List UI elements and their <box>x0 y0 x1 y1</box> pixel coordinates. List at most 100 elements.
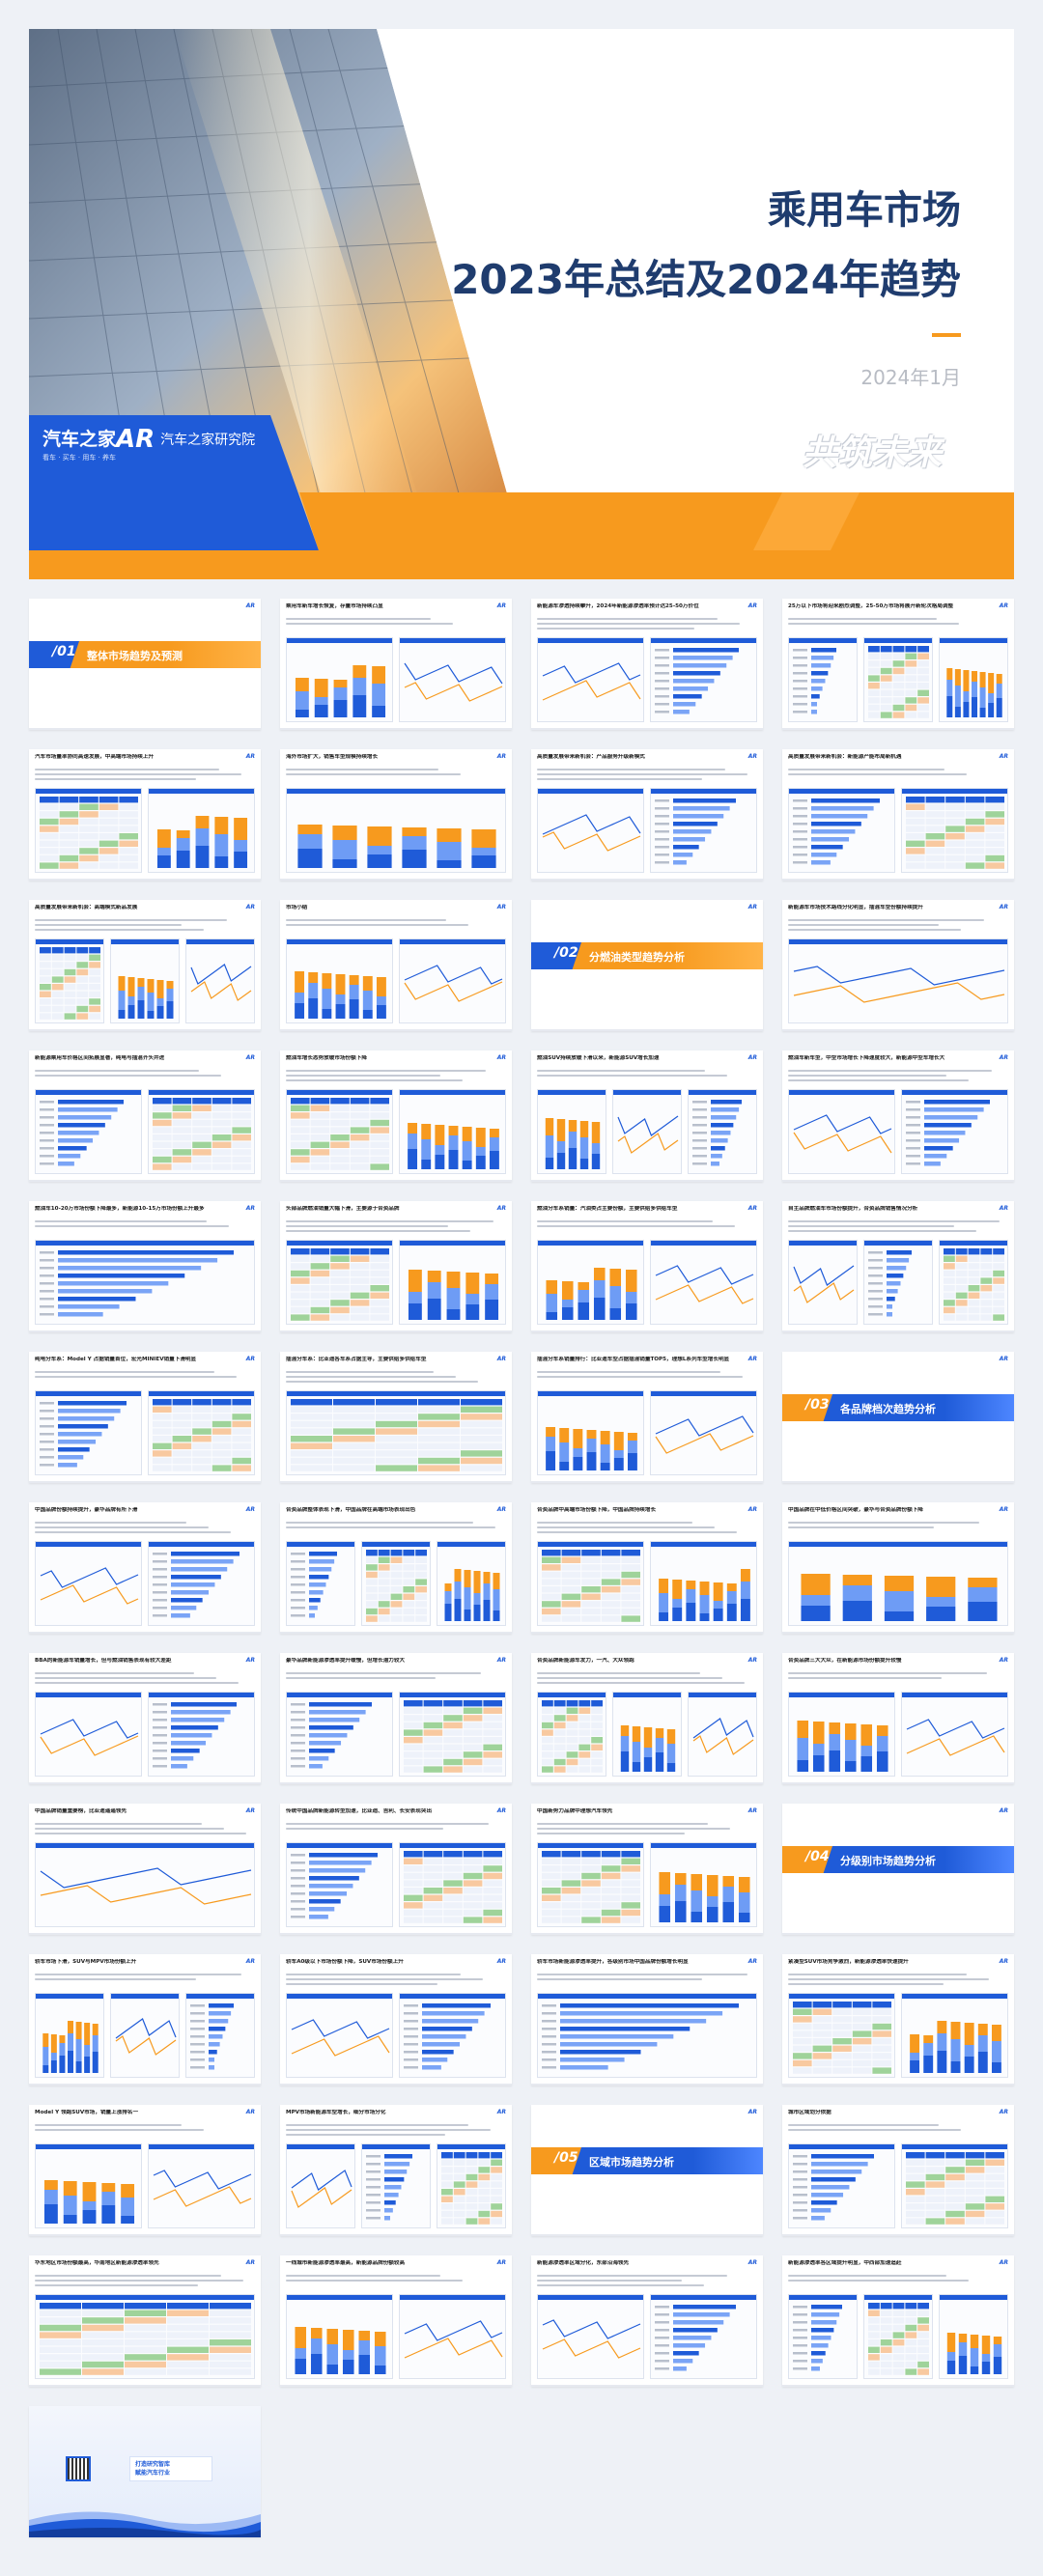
content-slide[interactable]: BBA的新能源车销量增长，但与燃油销售表现有较大差距 AR <box>29 1653 261 1784</box>
bar-segment <box>561 1300 574 1307</box>
content-slide[interactable]: 合资品牌新能源车发力，一汽、大众领跑 AR <box>531 1653 763 1784</box>
bar-segment <box>84 2045 91 2057</box>
table-cell <box>370 1105 389 1111</box>
row-label <box>655 823 669 826</box>
table-cell <box>868 689 880 696</box>
content-slide[interactable]: Model Y 领跑SUV市场，销量上涨排名一 AR <box>29 2105 261 2236</box>
content-slide[interactable]: 燃油SUV持续放缓下滑以来，新能源SUV增长加速 AR <box>531 1050 763 1182</box>
table-cell <box>945 2210 965 2218</box>
content-slide[interactable]: MPV市场新能源车型增长，细分市场分化 AR <box>280 2105 512 2236</box>
table-cell <box>404 1909 423 1917</box>
content-slide[interactable]: 新能源车市场技术路线分化明显，插混车型份额持续提升 AR <box>782 900 1014 1031</box>
hbar <box>384 2193 399 2198</box>
table-cell <box>192 1105 211 1111</box>
table-cell <box>868 660 880 667</box>
text-line <box>788 1983 944 1985</box>
content-slide[interactable]: 新能源乘用车价格区间拓展显著，纯电与插混齐头并进 AR <box>29 1050 261 1182</box>
table-cell <box>370 1300 389 1306</box>
table-cell <box>232 1428 251 1435</box>
end-slide[interactable]: 打造研究智库 赋能汽车行业 <box>29 2406 261 2537</box>
table-cell <box>906 803 925 810</box>
bar-segment <box>84 2057 91 2073</box>
content-slide[interactable]: 合资品牌三大大众，在新能源市场份额提升较慢 AR <box>782 1653 1014 1784</box>
table-cell <box>463 1872 483 1880</box>
table-cell <box>350 1270 370 1277</box>
content-slide[interactable]: 华东地区市场份额最高，华南地区新能源渗透率领先 AR <box>29 2255 261 2387</box>
hbar <box>887 1266 907 1271</box>
content-slide[interactable]: 燃油车增长态势放缓市场份额下降 AR <box>280 1050 512 1182</box>
section-divider-slide[interactable]: /03 各品牌档次趋势分析 AR <box>782 1352 1014 1483</box>
hbar <box>309 1899 341 1904</box>
bar-segment <box>991 2041 1001 2062</box>
content-slide[interactable]: 乘用车新车增长恢复，存量市场持续凸显 AR <box>280 599 512 730</box>
content-slide[interactable]: 中国品牌销量重要榜，比亚迪遥遥领先 AR <box>29 1804 261 1935</box>
table-cell <box>581 1615 601 1622</box>
table-cell <box>79 811 99 818</box>
bar-segment <box>979 708 986 717</box>
content-slide[interactable]: 插混分车系：比亚迪各车系占据主导，主要供给多供给车型 AR <box>280 1352 512 1483</box>
content-slide[interactable]: 轿车A0级以下市场份额下降，SUV市场份额上升 AR <box>280 1954 512 2086</box>
table-cell <box>376 1457 417 1465</box>
content-slide[interactable]: 纯电分车系：Model Y 占据销量首位，宏光MINIEV销量下滑明显 AR <box>29 1352 261 1483</box>
content-slide[interactable]: 25万以下市场将迎来剧烈调整，25-50万市场将展开新轮次格局调整 AR <box>782 599 1014 730</box>
table-cell <box>443 1888 463 1894</box>
table-cell <box>99 854 119 862</box>
content-slide[interactable]: 新能源渗透率区域分化，东部沿海领先 AR <box>531 2255 763 2387</box>
hbar <box>887 1281 901 1286</box>
content-slide[interactable]: 新能源渗透率各区域提升明显，中西部加速追赶 AR <box>782 2255 1014 2387</box>
content-slide[interactable]: 自主品牌燃油车市场份额提升，合资品牌销售情况分析 AR <box>782 1201 1014 1332</box>
table-cell <box>330 1270 350 1277</box>
hbar <box>171 1606 197 1610</box>
table-cell <box>491 2189 502 2196</box>
bar-segment <box>408 1303 422 1320</box>
content-slide[interactable]: 一线城市新能源渗透率最高，新能源品牌份额较高 AR <box>280 2255 512 2387</box>
content-slide[interactable]: 中国品牌在中低价格区间突破，豪华与合资品牌份额下降 AR <box>782 1502 1014 1634</box>
section-divider-slide[interactable]: /05 区域市场趋势分析 AR <box>531 2105 763 2236</box>
content-slide[interactable]: 中国新势力品牌中理想汽车领先 AR <box>531 1804 763 1935</box>
table-cell <box>478 2210 491 2218</box>
table-cell <box>852 2067 872 2074</box>
slide-footer <box>782 1933 1014 1935</box>
content-slide[interactable]: 插混分车系销量排行：比亚迪车型占据插混销量TOP5，理想L系列车型增长明显 AR <box>531 1352 763 1483</box>
content-slide[interactable]: 高质量发展带来新机会：高端模式新品发展 AR <box>29 900 261 1031</box>
content-slide[interactable]: 合资品牌中高端市场份额下降，中国品牌持续增长 AR <box>531 1502 763 1634</box>
section-divider-slide[interactable]: /02 分燃油类型趋势分析 AR <box>531 900 763 1031</box>
content-slide[interactable]: 市场小结 AR <box>280 900 512 1031</box>
content-slide[interactable]: 海外市场扩大，销售车型规模持续增长 AR <box>280 749 512 881</box>
bar-segment <box>59 2043 66 2056</box>
content-slide[interactable]: 合资品牌整体表现下滑，中国品牌在高端市场表现出色 AR <box>280 1502 512 1634</box>
table-cell <box>378 1615 390 1622</box>
content-slide[interactable]: 燃油分车系销量：汽油类占主要份额，主要供给多供给车型 AR <box>531 1201 763 1332</box>
table-cell <box>968 1300 980 1306</box>
content-slide[interactable]: 燃油车10-20万市场份额下降最多，新能源10-15万市场份额上升最多 AR <box>29 1201 261 1332</box>
content-slide[interactable]: 传统中国品牌新能源转型加速，比亚迪、吉利、长安表现突出 AR <box>280 1804 512 1935</box>
line-series <box>40 1567 139 1588</box>
ar-logo-icon: AR <box>116 425 155 454</box>
bar-segment <box>691 1874 703 1890</box>
cover-background <box>29 29 1014 579</box>
row-label <box>153 1568 167 1571</box>
content-slide[interactable]: 高质量发展带来新机会：产品服务升级新模式 AR <box>531 749 763 881</box>
content-slide[interactable]: 紧凑型SUV市场竞争激烈，新能源渗透率快速提升 AR <box>782 1954 1014 2086</box>
section-divider-slide[interactable]: /04 分级别市场趋势分析 AR <box>782 1804 1014 1935</box>
row-label <box>366 2178 381 2181</box>
chart-panel <box>35 788 142 873</box>
section-divider-slide[interactable]: /01 整体市场趋势及预测 AR <box>29 599 261 730</box>
chart-panel <box>537 1842 644 1927</box>
table-cell <box>465 2159 478 2166</box>
content-slide[interactable]: 轿车市场新能源渗透率提升，各级别市场中国品牌份额增长明显 AR <box>531 1954 763 2086</box>
bar-segment <box>437 828 462 842</box>
table-cell <box>232 1127 251 1134</box>
content-slide[interactable]: 燃油车新车型，中型市场增长下降速度较大，新能源中型车增长大 AR <box>782 1050 1014 1182</box>
content-slide[interactable]: 高质量发展带来新机会：新能源产能布局新机遇 AR <box>782 749 1014 881</box>
content-slide[interactable]: 新能源车渗透持续攀升，2024年新能源渗透率预计达25-50万价位 AR <box>531 599 763 730</box>
content-slide[interactable]: 汽车市场量率协同高速发展，中高端市场持续上升 AR <box>29 749 261 881</box>
content-slide[interactable]: 豪华品牌新能源渗透率提升缓慢，但增长潜力较大 AR <box>280 1653 512 1784</box>
content-slide[interactable]: 中国品牌份额持续提升，豪华品牌有所下滑 AR <box>29 1502 261 1634</box>
content-slide[interactable]: 轿车市场下滑，SUV与MPV市场份额上升 AR <box>29 1954 261 2086</box>
table-cell <box>566 1715 578 1722</box>
table-cell <box>211 1465 232 1471</box>
slide-title: 中国新势力品牌中理想汽车领先 <box>537 1808 613 1814</box>
content-slide[interactable]: 城市区域划分依据 AR <box>782 2105 1014 2236</box>
content-slide[interactable]: 头部品牌燃油销量大幅下滑，主要源于合资品牌 AR <box>280 1201 512 1332</box>
